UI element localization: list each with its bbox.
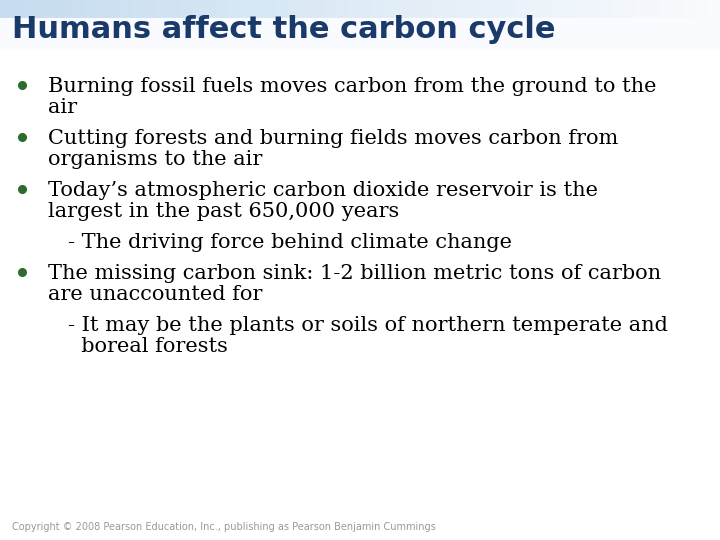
Text: Today’s atmospheric carbon dioxide reservoir is the: Today’s atmospheric carbon dioxide reser… [48,181,598,200]
Bar [276,0,289,18]
Bar [228,0,241,18]
Bar [612,0,625,18]
Bar [288,0,301,18]
Bar [144,0,157,18]
Bar [672,0,685,18]
Text: Copyright © 2008 Pearson Education, Inc., publishing as Pearson Benjamin Cumming: Copyright © 2008 Pearson Education, Inc.… [12,522,436,532]
Bar [408,0,421,18]
Bar [300,0,313,18]
Bar [492,0,505,18]
Bar [552,0,565,18]
Bar [120,0,133,18]
Text: largest in the past 650,000 years: largest in the past 650,000 years [48,202,400,221]
Text: organisms to the air: organisms to the air [48,150,262,169]
Bar [252,0,265,18]
Bar [240,0,253,18]
Bar [432,0,445,18]
Bar [384,0,397,18]
Bar [48,0,61,18]
Bar [684,0,697,18]
Bar [204,0,217,18]
Text: Burning fossil fuels moves carbon from the ground to the: Burning fossil fuels moves carbon from t… [48,77,657,96]
Bar [156,0,169,18]
Bar [636,0,649,18]
Bar [504,0,517,18]
Bar [660,0,673,18]
Text: air: air [48,98,77,117]
Bar [576,0,589,18]
Text: are unaccounted for: are unaccounted for [48,285,262,304]
Bar [600,0,613,18]
Bar [336,0,349,18]
Text: - The driving force behind climate change: - The driving force behind climate chang… [68,233,512,252]
Bar [648,0,661,18]
Bar [132,0,145,18]
Bar [24,0,37,18]
Bar [60,0,73,18]
Bar [360,0,373,18]
Bar [168,0,181,18]
Bar [12,0,25,18]
Bar [192,0,205,18]
Bar [348,0,361,18]
Bar [540,0,553,18]
Bar [396,0,409,18]
Bar [444,0,457,18]
Text: boreal forests: boreal forests [68,337,228,356]
Bar [84,0,97,18]
Bar [372,0,385,18]
Bar [588,0,601,18]
Bar [468,0,481,18]
Bar [264,0,277,18]
Bar [216,0,229,18]
Bar [528,0,541,18]
Text: Humans affect the carbon cycle: Humans affect the carbon cycle [12,16,556,44]
Bar [516,0,529,18]
Bar [180,0,193,18]
Bar [108,0,121,18]
Bar [456,0,469,18]
Bar [0,0,720,50]
Bar [624,0,637,18]
Bar [312,0,325,18]
Bar [696,0,709,18]
Bar [708,0,720,18]
Text: The missing carbon sink: 1-2 billion metric tons of carbon: The missing carbon sink: 1-2 billion met… [48,264,661,283]
Bar [420,0,433,18]
Text: - It may be the plants or soils of northern temperate and: - It may be the plants or soils of north… [68,316,668,335]
Bar [0,0,13,18]
Bar [72,0,85,18]
Bar [324,0,337,18]
Bar [480,0,493,18]
Text: Cutting forests and burning fields moves carbon from: Cutting forests and burning fields moves… [48,129,618,148]
Bar [96,0,109,18]
Bar [564,0,577,18]
Bar [36,0,49,18]
